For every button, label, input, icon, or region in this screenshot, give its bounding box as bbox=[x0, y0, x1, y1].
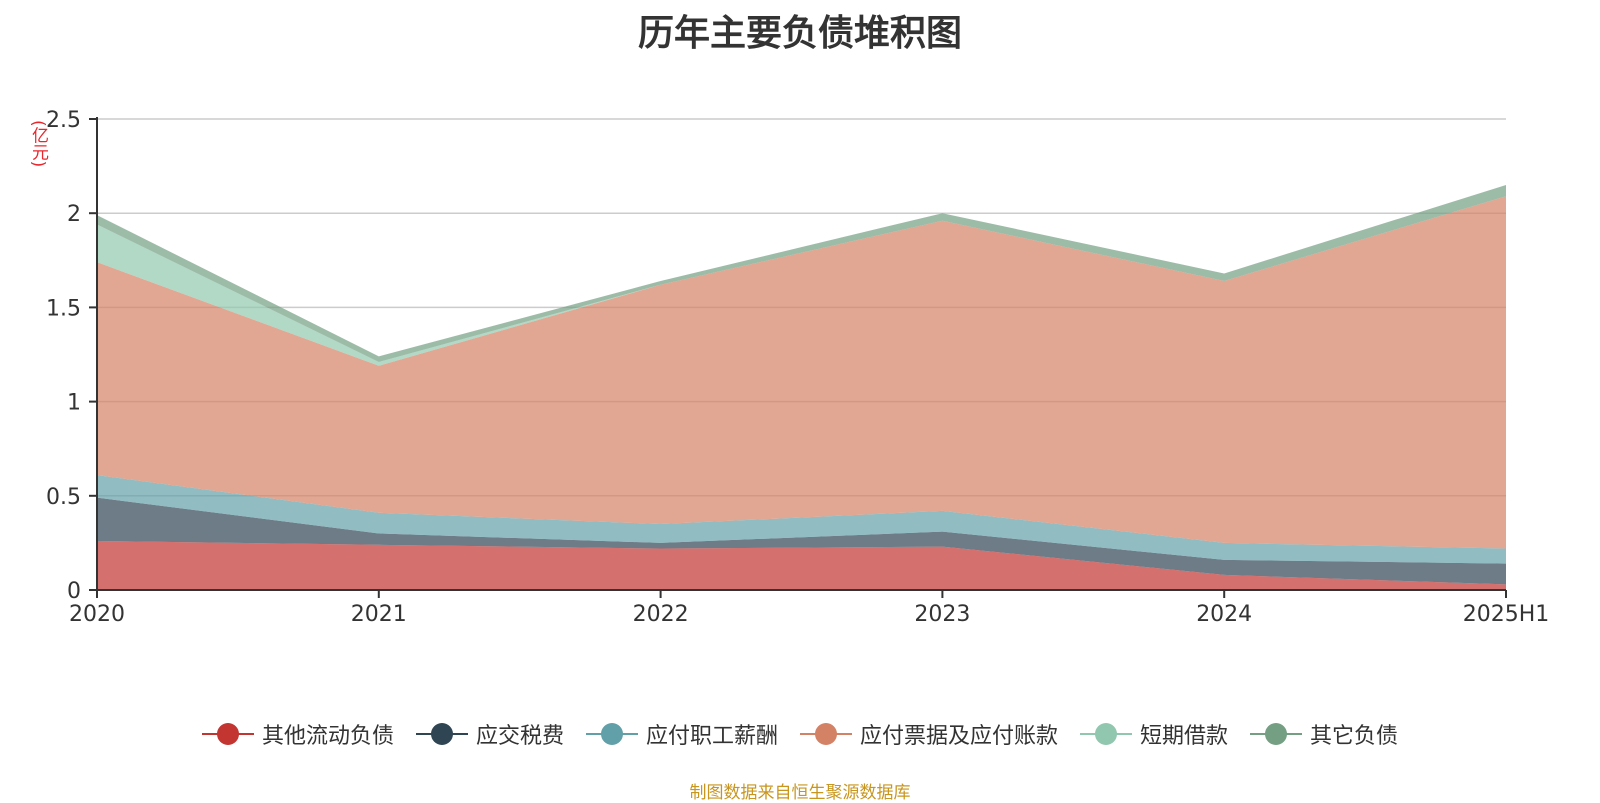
x-tick-label: 2020 bbox=[69, 602, 125, 627]
data-source-note: 制图数据来自恒生聚源数据库 bbox=[689, 783, 911, 803]
x-tick-label: 2024 bbox=[1196, 602, 1252, 627]
legend-item[interactable]: 短期借款 bbox=[1080, 718, 1228, 750]
area-series bbox=[97, 184, 1506, 590]
legend-item[interactable]: 应付票据及应付账款 bbox=[800, 718, 1058, 750]
axes bbox=[89, 117, 1507, 598]
legend-marker-icon bbox=[201, 722, 254, 746]
x-tick-label: 2025H1 bbox=[1463, 602, 1550, 627]
y-tick-label: 1.5 bbox=[46, 296, 81, 321]
area-其他流动负债 bbox=[97, 541, 1506, 590]
legend-marker-icon bbox=[585, 722, 638, 746]
y-tick-label: 0.5 bbox=[46, 485, 81, 510]
legend: 其他流动负债 应交税费 应付职工薪酬 应付票据及应付账款 短期借款 其它负债 bbox=[0, 718, 1600, 750]
y-tick-labels: 0 0.5 1 1.5 2 2.5 bbox=[46, 108, 81, 604]
area-应付票据及应付账款 bbox=[97, 196, 1506, 549]
area-应交税费 bbox=[97, 497, 1506, 585]
y-tick-label: 1 bbox=[67, 391, 81, 416]
legend-label: 应交税费 bbox=[475, 724, 564, 749]
x-tick-label: 2022 bbox=[633, 602, 689, 627]
legend-marker-icon bbox=[1250, 722, 1303, 746]
x-tick-labels: 2020 2021 2022 2023 2024 2025H1 bbox=[69, 602, 1549, 627]
y-tick-label: 0 bbox=[67, 579, 81, 604]
legend-marker-icon bbox=[800, 722, 852, 746]
legend-label: 应付职工薪酬 bbox=[645, 724, 778, 749]
legend-item[interactable]: 其他流动负债 bbox=[201, 718, 394, 750]
legend-item[interactable]: 应付职工薪酬 bbox=[585, 718, 778, 750]
y-tick-label: 2 bbox=[67, 202, 81, 227]
legend-label: 其他流动负债 bbox=[261, 724, 394, 749]
legend-label: 短期借款 bbox=[1140, 724, 1229, 749]
legend-marker-icon bbox=[1080, 722, 1133, 746]
y-tick-label: 2.5 bbox=[46, 108, 81, 133]
chart-title: 历年主要负债堆积图 bbox=[637, 13, 962, 54]
area-应付职工薪酬 bbox=[97, 475, 1506, 564]
legend-label: 应付票据及应付账款 bbox=[860, 724, 1059, 749]
y-axis-unit: (亿元) bbox=[28, 120, 48, 168]
legend-item[interactable]: 其它负债 bbox=[1250, 718, 1398, 750]
x-tick-label: 2021 bbox=[351, 602, 407, 627]
area-其它负债 bbox=[97, 184, 1506, 363]
legend-label: 其它负债 bbox=[1310, 724, 1399, 749]
legend-item[interactable]: 应交税费 bbox=[415, 718, 564, 750]
legend-marker-icon bbox=[415, 722, 468, 746]
x-tick-label: 2023 bbox=[914, 602, 970, 627]
